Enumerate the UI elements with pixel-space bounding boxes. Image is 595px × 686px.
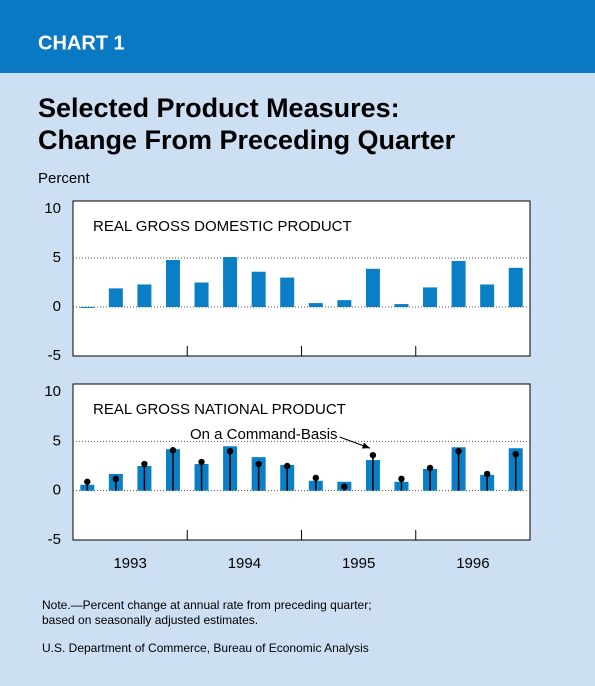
bar	[194, 282, 209, 307]
y-tick-label: 10	[44, 383, 61, 400]
bar	[308, 303, 323, 307]
dot	[84, 478, 91, 485]
bar	[451, 260, 466, 307]
dot	[284, 462, 291, 470]
y-tick-label: 0	[53, 482, 61, 499]
dot	[483, 470, 491, 478]
dot	[226, 448, 234, 455]
bar	[251, 271, 266, 307]
dot	[312, 474, 319, 482]
bar	[394, 304, 409, 307]
bar	[337, 300, 352, 307]
header-band	[0, 0, 595, 73]
dot	[141, 460, 148, 468]
bar	[480, 284, 495, 307]
x-group-label: 1995	[342, 555, 375, 572]
bar	[223, 257, 238, 307]
dot	[512, 450, 519, 458]
bar	[280, 277, 295, 307]
bar	[365, 268, 380, 307]
dot	[255, 460, 262, 468]
bar	[165, 259, 180, 307]
note: Note.—Percent change at annual rate from…	[42, 598, 372, 612]
arrow-head	[361, 442, 370, 449]
dot	[398, 475, 405, 483]
x-group-label: 1996	[456, 555, 489, 572]
x-group-label: 1994	[228, 555, 261, 572]
bar	[137, 284, 152, 307]
dot	[169, 447, 177, 454]
y-tick-label: -5	[48, 347, 61, 364]
y-tick-label: -5	[48, 531, 61, 548]
x-group-label: 1993	[113, 555, 146, 572]
bar	[508, 267, 523, 307]
y-tick-label: 10	[44, 200, 61, 217]
chart-title: Change From Preceding Quarter	[38, 125, 456, 155]
bar	[423, 287, 438, 307]
annotation: On a Command-Basis	[190, 426, 338, 443]
dot	[341, 483, 348, 490]
note: based on seasonally adjusted estimates.	[42, 613, 258, 627]
source: U.S. Department of Commerce, Bureau of E…	[42, 641, 369, 655]
y-axis-label: Percent	[38, 170, 91, 187]
chart-title: Selected Product Measures:	[38, 93, 400, 123]
dot	[455, 448, 462, 455]
panel-title: REAL GROSS DOMESTIC PRODUCT	[93, 218, 352, 235]
dot	[426, 464, 434, 472]
y-tick-label: 5	[53, 432, 61, 449]
dot	[112, 475, 120, 483]
y-tick-label: 0	[53, 298, 61, 315]
bar	[80, 307, 95, 308]
dot	[198, 458, 205, 466]
dot	[369, 451, 377, 459]
y-tick-label: 5	[53, 249, 61, 266]
panel-title: REAL GROSS NATIONAL PRODUCT	[93, 401, 346, 418]
header: CHART 1	[38, 32, 125, 54]
bar	[108, 288, 123, 307]
